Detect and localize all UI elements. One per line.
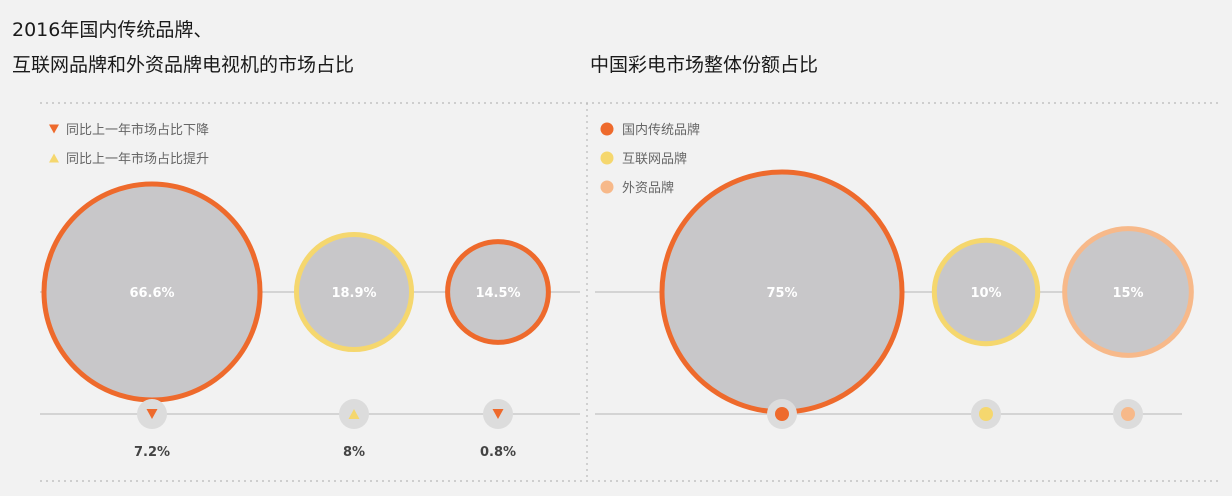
legend-down-triangle-icon [49, 124, 59, 134]
bubble-value-label: 75% [766, 286, 797, 301]
badge-dot-icon [1121, 407, 1135, 421]
bubble-value-label: 14.5% [475, 286, 520, 301]
left-chart-title-line2: 互联网品牌和外资品牌电视机的市场占比 [12, 54, 355, 76]
down-triangle-icon [146, 409, 158, 419]
bubble-value-label: 15% [1112, 286, 1143, 301]
legend-dot-icon [600, 122, 614, 136]
legend-up-triangle-icon [49, 153, 59, 163]
change-value-label: 7.2% [134, 445, 170, 460]
right-chart-title: 中国彩电市场整体份额占比 [590, 54, 819, 76]
legend-label: 国内传统品牌 [622, 122, 700, 138]
up-triangle-icon [348, 409, 360, 419]
legend-label: 互联网品牌 [622, 151, 687, 167]
badge-dot-icon [775, 407, 789, 421]
bubble-value-label: 18.9% [331, 286, 376, 301]
change-value-label: 8% [343, 445, 365, 460]
down-triangle-icon [492, 409, 504, 419]
legend-dot-icon [600, 151, 614, 165]
bubble-value-label: 10% [970, 286, 1001, 301]
badge-dot-icon [979, 407, 993, 421]
bubble [445, 239, 551, 345]
bubble [931, 237, 1041, 347]
legend-label: 同比上一年市场占比下降 [66, 122, 209, 138]
bubble-value-label: 66.6% [129, 286, 174, 301]
left-chart-title-line1: 2016年国内传统品牌、 [12, 19, 213, 41]
bubble [293, 231, 415, 353]
change-value-label: 0.8% [480, 445, 516, 460]
bubble [1062, 226, 1194, 358]
legend-label: 同比上一年市场占比提升 [66, 151, 209, 167]
legend-dot-icon [600, 180, 614, 194]
legend-label: 外资品牌 [622, 180, 674, 196]
